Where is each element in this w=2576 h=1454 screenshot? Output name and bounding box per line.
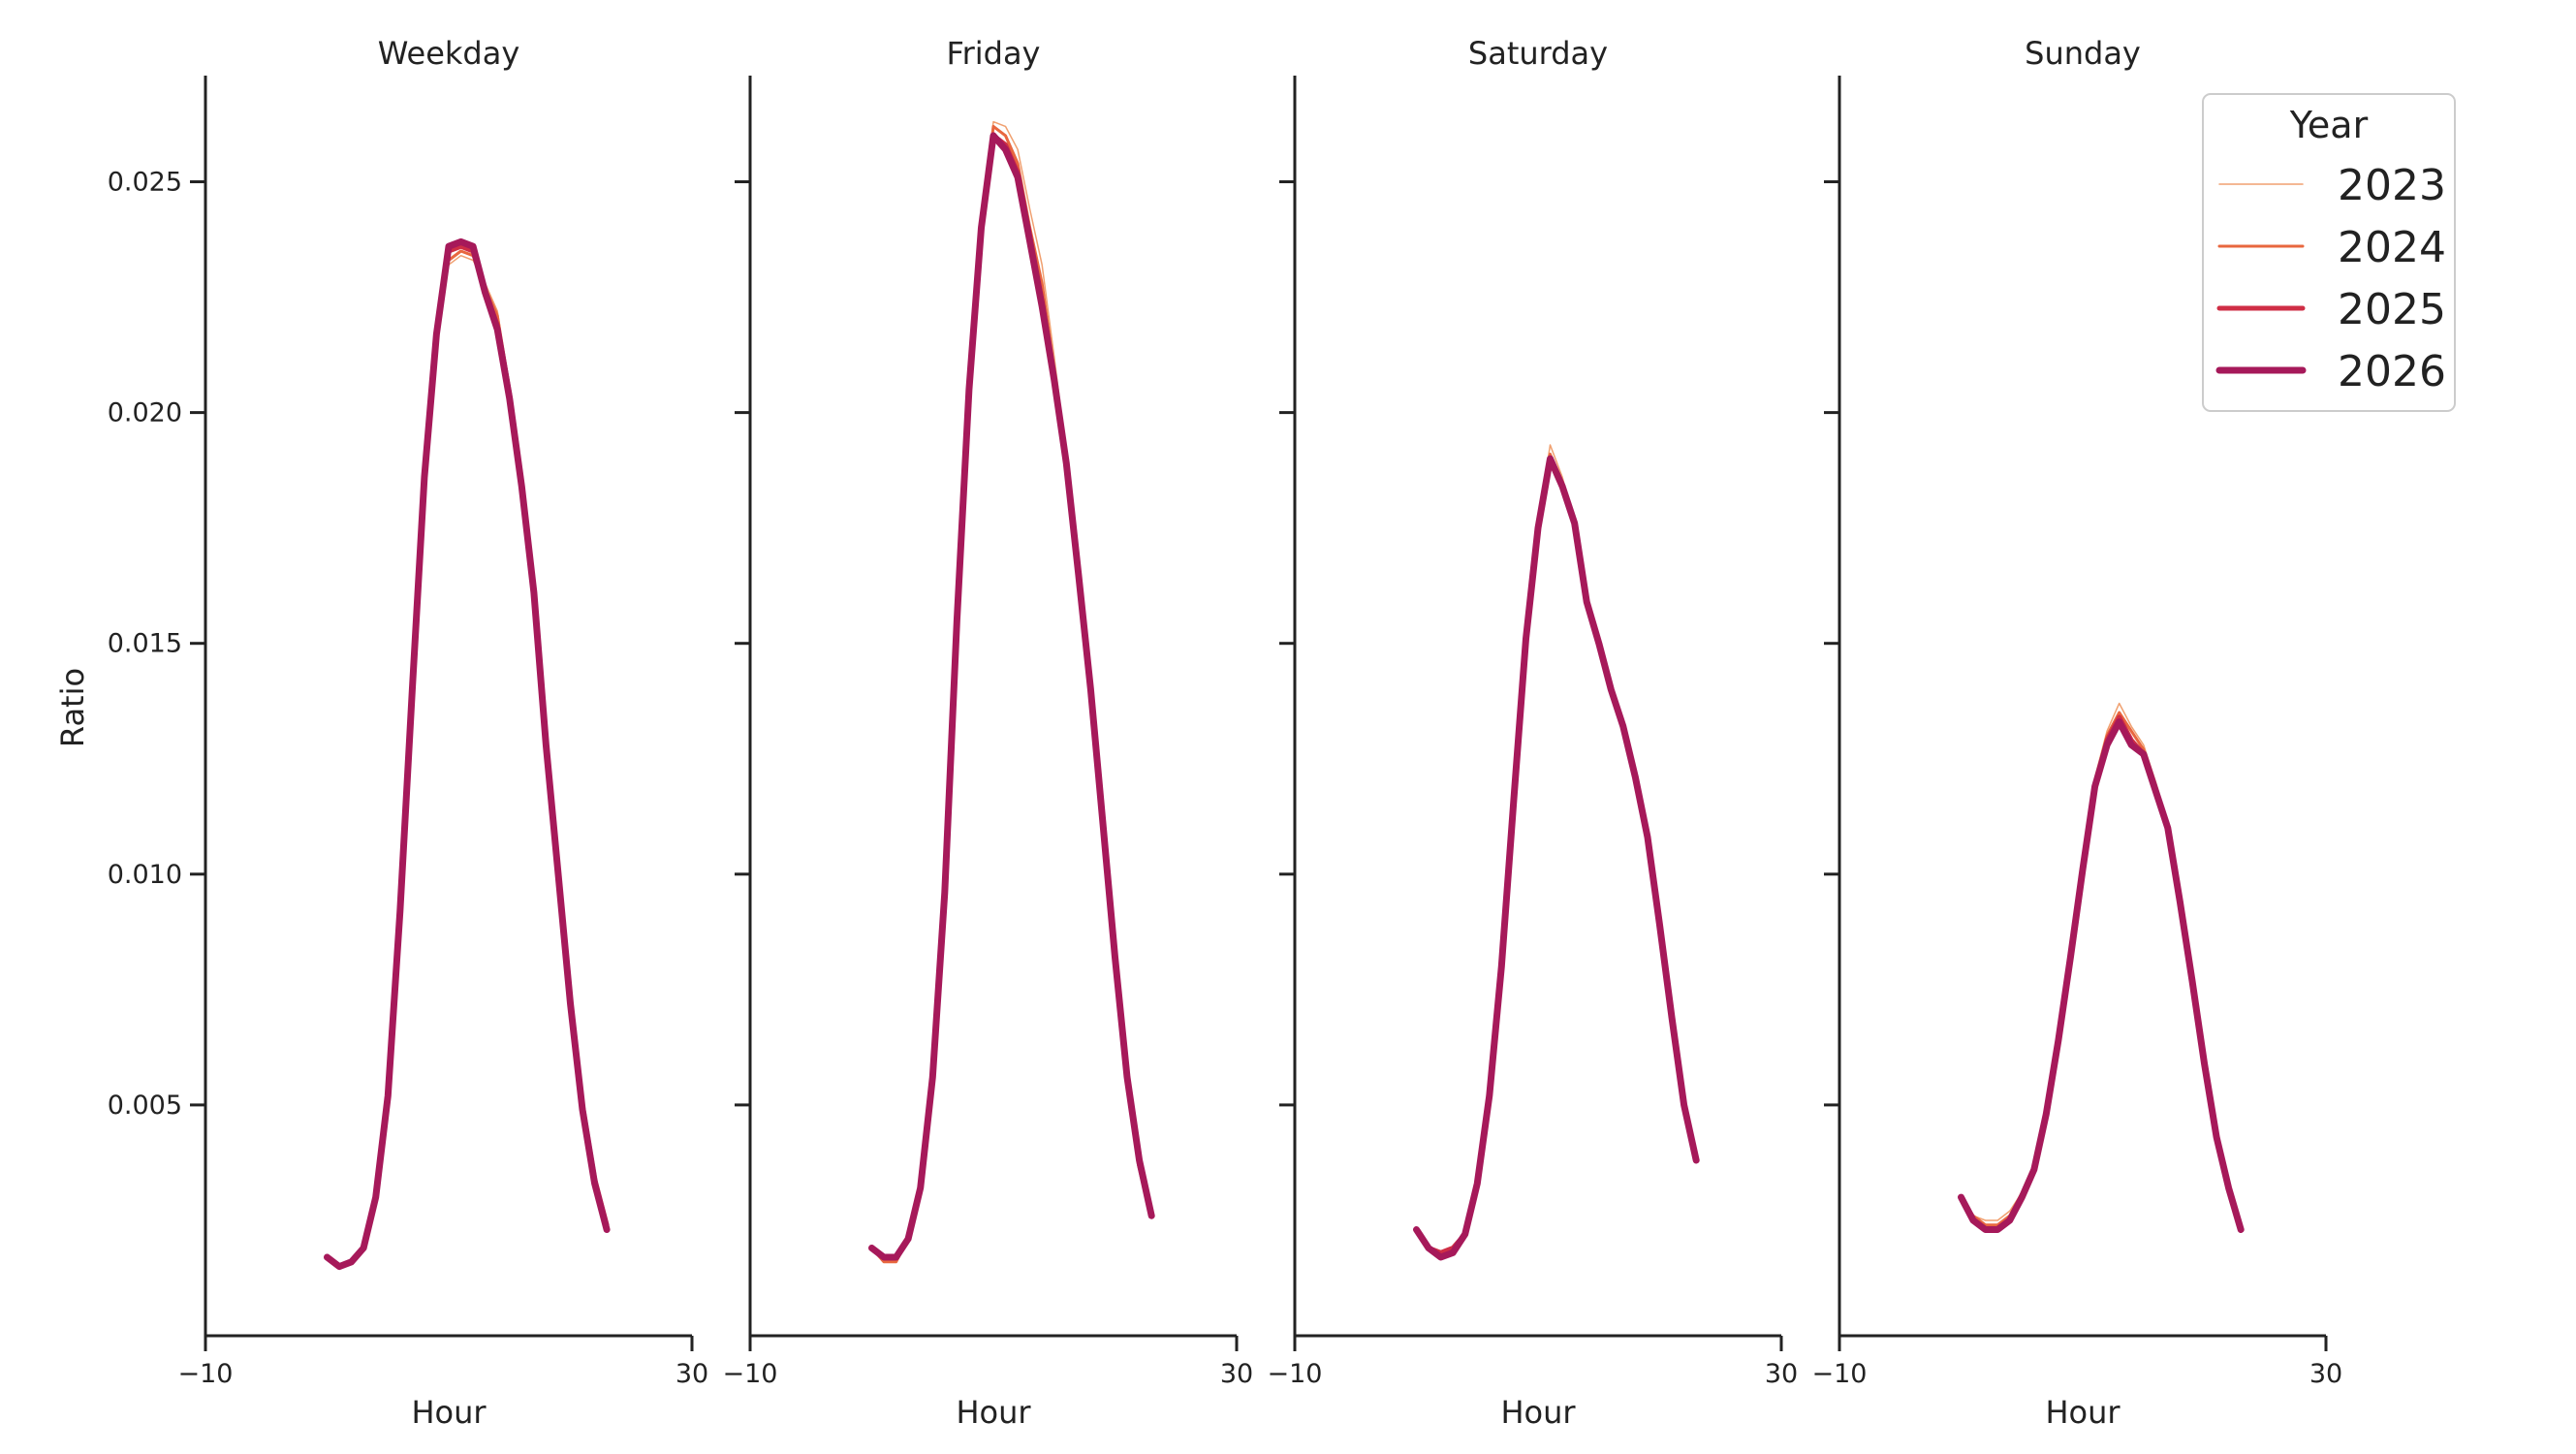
panel-saturday: Saturday −10 30 Hour — [1268, 35, 1799, 1431]
legend-entry-2026: 2026 — [2215, 347, 2446, 396]
x-tick-label: −10 — [1268, 1359, 1323, 1389]
x-tick-label: 30 — [2309, 1359, 2342, 1389]
y-tick-label: 0.020 — [108, 398, 182, 428]
legend-label: 2025 — [2338, 285, 2446, 334]
series-line-2024-friday — [870, 124, 1153, 1264]
series-line-2024-saturday — [1415, 453, 1698, 1254]
legend-label: 2026 — [2338, 347, 2446, 396]
series-line-2025-weekday — [325, 243, 610, 1270]
panel-title-sunday: Sunday — [2025, 35, 2141, 72]
legend-entry-2023: 2023 — [2218, 161, 2446, 210]
x-tick-label: 30 — [675, 1359, 708, 1389]
legend-label: 2024 — [2338, 223, 2446, 272]
series-line-2026-saturday — [1413, 455, 1700, 1261]
y-tick-label: 0.010 — [108, 860, 182, 890]
panel-friday: Friday −10 30 Hour — [723, 35, 1254, 1431]
panel-title-saturday: Saturday — [1468, 35, 1608, 72]
series-line-2023-sunday — [1960, 702, 2242, 1226]
x-tick-label: 30 — [1220, 1359, 1253, 1389]
series-line-2025-sunday — [1959, 714, 2244, 1232]
x-tick-label: −10 — [1812, 1359, 1868, 1389]
series-line-2026-weekday — [324, 237, 611, 1271]
x-tick-label: −10 — [178, 1359, 234, 1389]
x-axis-label: Hour — [956, 1394, 1031, 1431]
facet-panels: Weekday 0.005 0.010 0.015 0.020 0.025 −10 30 Hou… — [108, 35, 2342, 1431]
legend-entry-2024: 2024 — [2217, 223, 2446, 272]
y-tick-label: 0.005 — [108, 1090, 182, 1121]
series-line-2024-sunday — [1960, 711, 2243, 1227]
legend-title: Year — [2289, 104, 2369, 146]
y-tick-label: 0.015 — [108, 629, 182, 659]
panel-title-weekday: Weekday — [378, 35, 520, 72]
series-line-2023-weekday — [326, 254, 608, 1268]
series-line-2026-friday — [868, 132, 1155, 1261]
series-line-2024-weekday — [326, 249, 609, 1269]
series-line-2023-friday — [870, 120, 1152, 1263]
legend: Year 2023 2024 2025 2026 — [2202, 93, 2456, 412]
series-line-2025-saturday — [1414, 456, 1699, 1255]
y-tick-label: 0.025 — [108, 168, 182, 198]
x-axis-label: Hour — [411, 1394, 487, 1431]
x-axis-label: Hour — [2045, 1394, 2120, 1431]
x-tick-label: −10 — [723, 1359, 778, 1389]
x-axis-label: Hour — [1500, 1394, 1576, 1431]
series-line-2023-saturday — [1415, 444, 1697, 1254]
panel-weekday: Weekday 0.005 0.010 0.015 0.020 0.025 −10 30 Hou… — [108, 35, 708, 1431]
series-line-2025-friday — [869, 133, 1154, 1260]
x-tick-label: 30 — [1765, 1359, 1798, 1389]
panel-title-friday: Friday — [947, 35, 1041, 72]
series-line-2026-sunday — [1958, 718, 2245, 1233]
legend-frame — [2202, 93, 2456, 412]
legend-label: 2023 — [2338, 161, 2446, 210]
panel-sunday: Sunday −10 30 Hour — [1812, 35, 2343, 1431]
legend-entry-2025: 2025 — [2216, 285, 2446, 334]
y-axis-label: Ratio — [54, 668, 91, 747]
